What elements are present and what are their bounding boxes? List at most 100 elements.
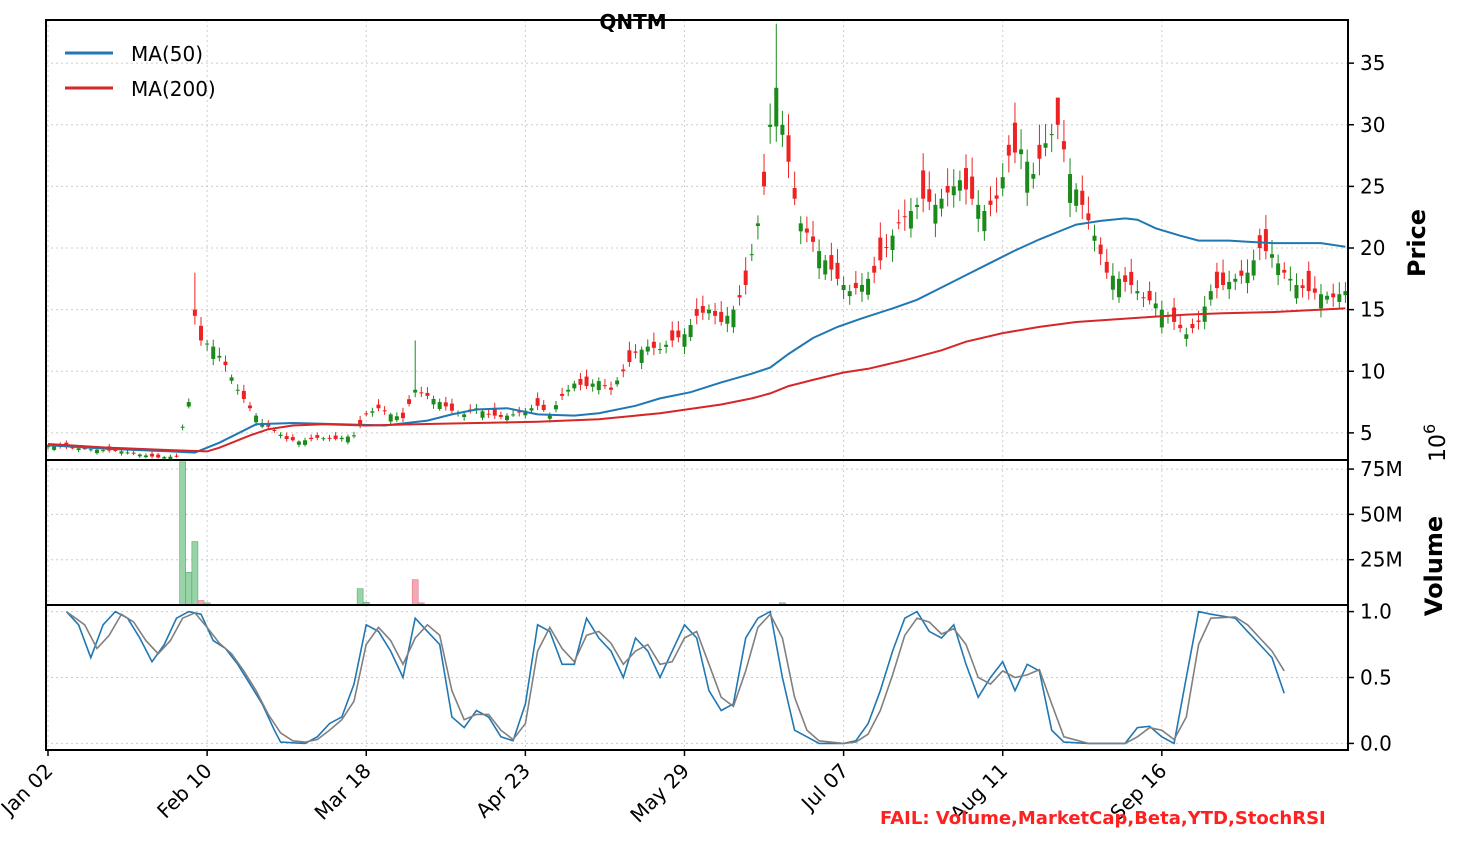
candlestick bbox=[713, 302, 718, 325]
candlestick bbox=[345, 434, 350, 445]
candlestick bbox=[511, 409, 516, 417]
candle-body bbox=[1270, 254, 1274, 258]
candle-body bbox=[847, 291, 852, 297]
candlestick bbox=[217, 347, 222, 362]
candle-body bbox=[370, 411, 375, 413]
candle-body bbox=[560, 393, 565, 396]
candle-body bbox=[566, 389, 571, 392]
candlestick bbox=[719, 300, 724, 326]
candle-body bbox=[933, 204, 938, 224]
candlestick bbox=[1221, 259, 1226, 291]
candlestick bbox=[1184, 327, 1189, 347]
candlestick bbox=[143, 453, 148, 459]
fail-message: FAIL: Volume,MarketCap,Beta,YTD,StochRSI bbox=[880, 808, 1326, 829]
candle-body bbox=[768, 124, 773, 127]
stoch-tick-label: 0.0 bbox=[1360, 731, 1392, 755]
candlestick bbox=[235, 384, 240, 395]
candle-body bbox=[278, 434, 283, 437]
candle-body bbox=[1031, 174, 1036, 179]
candlestick bbox=[211, 339, 216, 366]
candlestick bbox=[902, 199, 907, 231]
candlestick bbox=[878, 222, 883, 270]
candlestick bbox=[352, 431, 356, 439]
candlestick bbox=[921, 153, 926, 213]
candle-body bbox=[835, 262, 840, 279]
candle-body bbox=[1282, 269, 1287, 273]
candle-body bbox=[327, 437, 332, 439]
candlestick bbox=[596, 377, 601, 395]
candle-body bbox=[1251, 260, 1256, 276]
candle-body bbox=[223, 361, 228, 366]
candle-body bbox=[241, 390, 246, 399]
candlestick bbox=[621, 364, 626, 378]
candle-body bbox=[1312, 288, 1317, 293]
candlestick bbox=[1153, 292, 1158, 318]
candle-body bbox=[541, 404, 546, 411]
candlestick bbox=[584, 369, 589, 390]
candle-body bbox=[254, 415, 259, 423]
candlestick bbox=[413, 340, 418, 398]
candlestick bbox=[939, 188, 944, 217]
candle-body bbox=[400, 412, 405, 419]
candlestick bbox=[645, 339, 650, 356]
candle-body bbox=[921, 170, 926, 199]
candle-body bbox=[1318, 294, 1323, 309]
candle-body bbox=[52, 445, 57, 450]
candle-body bbox=[529, 408, 534, 411]
candlestick bbox=[884, 234, 889, 258]
candle-body bbox=[1061, 141, 1066, 150]
candlestick bbox=[749, 243, 754, 261]
x-tick-label: Jan 02 bbox=[0, 759, 58, 822]
candlestick bbox=[817, 239, 822, 279]
candlestick bbox=[927, 171, 932, 211]
candle-body bbox=[517, 411, 522, 413]
candle-body bbox=[951, 186, 956, 196]
candlestick bbox=[1165, 311, 1170, 324]
candlestick bbox=[1306, 261, 1311, 300]
candlestick bbox=[1257, 228, 1262, 261]
candle-body bbox=[168, 456, 173, 459]
candle-body bbox=[247, 405, 252, 409]
candlestick bbox=[296, 440, 301, 448]
candle-body bbox=[976, 204, 981, 219]
candle-body bbox=[1294, 284, 1299, 299]
candle-body bbox=[1012, 122, 1017, 153]
candlestick bbox=[382, 406, 387, 415]
candlestick bbox=[1141, 292, 1146, 308]
candlestick bbox=[119, 449, 124, 456]
candle-body bbox=[1086, 213, 1091, 221]
candle-body bbox=[578, 378, 583, 385]
candlestick bbox=[1037, 124, 1042, 176]
candle-body bbox=[1117, 278, 1121, 298]
candle-body bbox=[1239, 270, 1244, 276]
price-tick-label: 35 bbox=[1360, 51, 1385, 75]
candlestick bbox=[578, 372, 583, 391]
candle-body bbox=[1178, 324, 1183, 329]
candle-body bbox=[290, 437, 295, 441]
price-tick-label: 10 bbox=[1360, 359, 1385, 383]
candlestick bbox=[1245, 259, 1250, 294]
candle-body bbox=[780, 124, 785, 135]
candle-body bbox=[572, 383, 577, 389]
candlestick bbox=[1325, 291, 1330, 304]
candle-body bbox=[890, 235, 895, 251]
candle-body bbox=[1074, 189, 1079, 206]
candlestick bbox=[1331, 283, 1336, 307]
candlestick bbox=[131, 450, 136, 456]
candle-body bbox=[443, 402, 448, 407]
candlestick bbox=[957, 170, 962, 202]
candle-body bbox=[1135, 291, 1140, 294]
candle-body bbox=[1159, 309, 1164, 328]
candlestick bbox=[755, 215, 760, 240]
candle-body bbox=[1153, 303, 1158, 309]
candle-body bbox=[352, 435, 356, 437]
candlestick bbox=[358, 415, 363, 429]
candle-body bbox=[725, 315, 730, 324]
candle-body bbox=[1000, 177, 1005, 189]
candlestick bbox=[192, 272, 197, 325]
volume-tick-label: 50M bbox=[1360, 502, 1403, 526]
price-axis-label: Price bbox=[1403, 209, 1431, 277]
candlestick bbox=[1098, 237, 1103, 266]
candlestick bbox=[1025, 149, 1030, 206]
